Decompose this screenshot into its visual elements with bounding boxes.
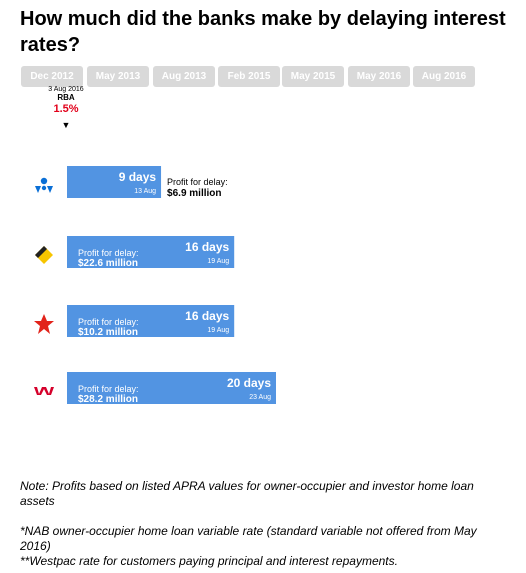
profit-caption-3: Profit for delay: bbox=[78, 384, 139, 394]
profit-value-3: $28.2 million bbox=[78, 394, 138, 405]
date-label-1: 19 Aug bbox=[207, 258, 229, 265]
tab-may-2015[interactable]: May 2015 bbox=[282, 66, 344, 87]
profit-caption-1: Profit for delay: bbox=[78, 248, 139, 258]
bar-0 bbox=[67, 166, 162, 198]
note-nab: *NAB owner-occupier home loan variable r… bbox=[20, 524, 477, 553]
bar-1 bbox=[67, 236, 235, 268]
bar-2 bbox=[67, 305, 235, 337]
nab-logo-icon bbox=[35, 177, 53, 193]
profit-value-1: $22.6 million bbox=[78, 258, 138, 269]
commbank-logo-icon bbox=[35, 246, 53, 264]
rba-marker: 3 Aug 2016 RBA 1.5% ▼ bbox=[40, 86, 92, 132]
date-label-2: 19 Aug bbox=[207, 327, 229, 334]
profit-caption-2: Profit for delay: bbox=[78, 317, 139, 327]
profit-value-2: $10.2 million bbox=[78, 327, 138, 338]
note-westpac: **Westpac rate for customers paying prin… bbox=[20, 554, 398, 568]
rba-label: RBA bbox=[57, 93, 75, 102]
bar-3 bbox=[67, 372, 276, 404]
date-label-0: 13 Aug bbox=[134, 188, 156, 195]
profit-value-0: $6.9 million bbox=[167, 188, 221, 199]
down-arrow-icon: ▼ bbox=[61, 120, 71, 130]
days-label-0: 9 days bbox=[119, 170, 157, 184]
profit-caption-0: Profit for delay: bbox=[167, 177, 228, 187]
rba-date: 3 Aug 2016 bbox=[48, 86, 84, 93]
tab-aug-2013[interactable]: Aug 2013 bbox=[153, 66, 215, 87]
westpac-logo-icon bbox=[34, 387, 54, 395]
days-label-2: 16 days bbox=[185, 309, 229, 323]
chart-title: How much did the banks make by delaying … bbox=[20, 8, 506, 56]
note-profits: Note: Profits based on listed APRA value… bbox=[20, 479, 474, 508]
tab-dec-2012[interactable]: Dec 2012 bbox=[21, 66, 83, 87]
anz-logo-icon bbox=[34, 314, 54, 334]
tab-feb-2015[interactable]: Feb 2015 bbox=[218, 66, 280, 87]
tab-aug-2016[interactable]: Aug 2016 bbox=[413, 66, 475, 87]
days-label-1: 16 days bbox=[185, 240, 229, 254]
date-label-3: 23 Aug bbox=[249, 394, 271, 401]
tab-may-2013[interactable]: May 2013 bbox=[87, 66, 149, 87]
days-label-3: 20 days bbox=[227, 376, 271, 390]
tab-may-2016[interactable]: May 2016 bbox=[348, 66, 410, 87]
rba-rate: 1.5% bbox=[53, 103, 79, 115]
